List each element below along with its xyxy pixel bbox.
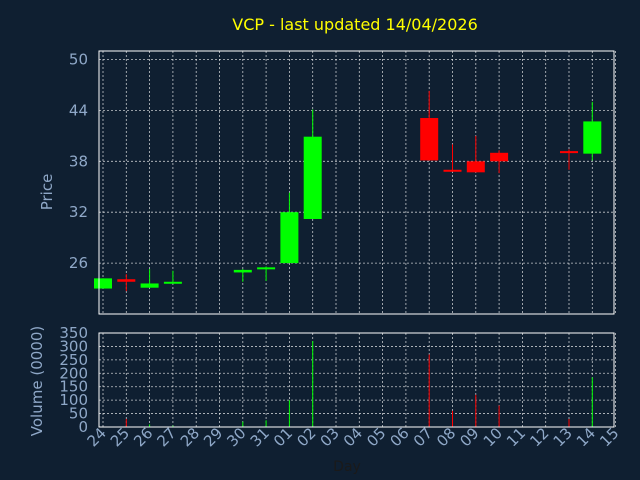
volume-tick-label: 300 xyxy=(59,337,88,355)
price-tick-label: 38 xyxy=(69,152,88,170)
candle-body xyxy=(443,169,462,172)
volume-plot-area xyxy=(99,333,614,427)
volume-tick-label: 150 xyxy=(59,378,88,396)
candle-body xyxy=(466,161,485,173)
candle-body xyxy=(420,118,439,161)
candle-body xyxy=(163,281,182,284)
volume-frame xyxy=(98,332,615,428)
price-candles xyxy=(94,90,602,292)
x-ticks: 2425262728293031010203040506070809101112… xyxy=(84,424,623,450)
candle-body xyxy=(257,267,276,270)
volume-tick-label: 350 xyxy=(59,324,88,342)
price-tick-label: 32 xyxy=(69,203,88,221)
volume-tick-label: 250 xyxy=(59,351,88,369)
price-plot-area xyxy=(99,51,614,314)
price-grid xyxy=(99,51,616,314)
volume-axis-title: Volume (0000) xyxy=(28,326,46,436)
volume-tick-label: 50 xyxy=(69,405,88,423)
candle-body xyxy=(140,283,159,288)
price-y-ticks: 26 32 38 44 50 xyxy=(69,50,88,272)
price-tick-label: 26 xyxy=(69,254,88,272)
x-axis-title: Day xyxy=(333,459,361,475)
candle-body xyxy=(583,121,602,154)
price-tick-label: 44 xyxy=(69,101,88,119)
candle-body xyxy=(280,212,299,264)
chart-title: VCP - last updated 14/04/2026 xyxy=(232,15,478,34)
candle-body xyxy=(490,152,509,162)
candle-body xyxy=(233,269,252,273)
volume-tick-label: 100 xyxy=(59,391,88,409)
x-tick-label: 15 xyxy=(596,424,622,450)
candle-body xyxy=(94,278,112,289)
candle-body xyxy=(117,279,136,282)
candle-body xyxy=(303,136,322,219)
volume-tick-label: 200 xyxy=(59,364,88,382)
volume-tick-label: 0 xyxy=(78,418,88,436)
price-tick-label: 50 xyxy=(69,50,88,68)
price-frame xyxy=(98,50,615,315)
candle-body xyxy=(560,151,578,154)
price-axis-title: Price xyxy=(38,174,56,211)
